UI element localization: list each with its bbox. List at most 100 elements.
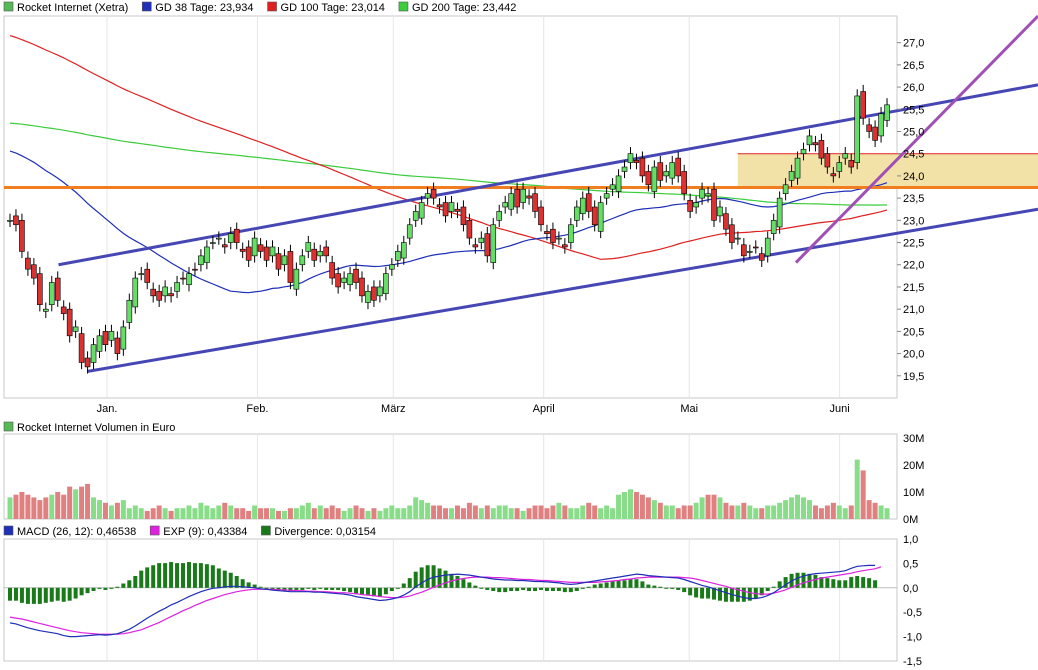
divergence-bar xyxy=(568,587,573,593)
divergence-bar xyxy=(365,587,370,596)
price-tick-label: 20,0 xyxy=(903,349,924,361)
price-legend-swatch xyxy=(398,1,409,12)
volume-bar xyxy=(377,510,383,519)
divergence-bar xyxy=(873,580,878,588)
divergence-bar xyxy=(735,587,740,602)
candle-body xyxy=(669,162,676,179)
volume-bar xyxy=(347,508,353,519)
divergence-bar xyxy=(67,587,72,601)
divergence-bar xyxy=(819,577,824,588)
month-label: Jan. xyxy=(97,403,118,415)
candle-body xyxy=(114,337,121,354)
divergence-bar xyxy=(765,587,770,592)
volume-bar xyxy=(120,500,126,519)
candle-body xyxy=(520,188,526,203)
divergence-bar xyxy=(479,587,484,589)
volume-bar xyxy=(568,508,574,519)
divergence-bar xyxy=(777,581,782,588)
candle-body xyxy=(717,206,723,217)
price-tick-label: 21,5 xyxy=(903,282,924,294)
gd100-line xyxy=(9,35,888,260)
divergence-bar xyxy=(586,586,591,588)
price-tick-label: 23,5 xyxy=(903,193,924,205)
candle-body xyxy=(263,246,270,261)
divergence-bar xyxy=(694,587,699,598)
candle-body xyxy=(615,175,622,192)
candle-body xyxy=(168,293,174,297)
volume-bar xyxy=(329,505,335,519)
candle-body xyxy=(544,231,550,234)
candle-body xyxy=(7,220,13,222)
volume-bar xyxy=(353,505,359,519)
candle-body xyxy=(233,228,240,243)
candle-body xyxy=(854,95,861,163)
divergence-bar xyxy=(861,577,866,588)
candle-body xyxy=(735,237,741,240)
divergence-bar xyxy=(670,587,675,589)
price-tick-label: 26,5 xyxy=(903,60,924,72)
candle-body xyxy=(502,202,508,208)
candle-body xyxy=(216,237,222,240)
volume-bar xyxy=(818,508,824,519)
volume-tick-label: 0M xyxy=(903,514,918,526)
volume-frame xyxy=(3,433,898,520)
volume-bar xyxy=(43,497,49,519)
divergence-bar xyxy=(306,587,311,589)
divergence-bar xyxy=(419,567,424,588)
volume-bar xyxy=(102,502,108,519)
divergence-bar xyxy=(580,587,585,589)
divergence-bar xyxy=(109,587,114,589)
divergence-bar xyxy=(437,568,442,588)
divergence-bar xyxy=(210,565,215,588)
candle-body xyxy=(514,188,520,208)
volume-bar xyxy=(7,497,13,519)
divergence-bar xyxy=(831,579,836,588)
divergence-bar xyxy=(556,587,561,592)
candle-body xyxy=(84,357,91,368)
divergence-bar xyxy=(121,583,126,588)
divergence-bar xyxy=(342,587,347,592)
divergence-bar xyxy=(294,587,299,590)
divergence-bar xyxy=(771,586,776,588)
candle-body xyxy=(884,104,890,121)
divergence-bar xyxy=(246,582,251,588)
candle-body xyxy=(609,184,616,190)
divergence-bar xyxy=(825,578,830,588)
candle-body xyxy=(412,211,419,221)
candle-body xyxy=(269,246,276,257)
candle-body xyxy=(782,184,789,194)
volume-bar xyxy=(735,505,741,519)
volume-bar xyxy=(622,492,628,519)
candle-body xyxy=(538,206,544,226)
volume-bar xyxy=(335,508,341,519)
macd-legend-label: MACD (26, 12): 0,46538 xyxy=(17,526,136,538)
volume-bar xyxy=(466,502,472,519)
volume-bar xyxy=(645,497,651,519)
divergence-bar xyxy=(97,587,102,589)
divergence-bar xyxy=(682,587,687,593)
candle-body xyxy=(400,242,407,259)
divergence-bar xyxy=(801,572,806,588)
macd-legend-swatch xyxy=(261,525,271,536)
volume-bar xyxy=(91,497,97,519)
volume-bar xyxy=(586,502,592,519)
divergence-bar xyxy=(503,587,508,593)
price-tick-label: 23,0 xyxy=(903,215,924,227)
candle-body xyxy=(585,193,592,212)
volume-bar xyxy=(246,510,252,519)
candle-body xyxy=(597,202,604,232)
candle-body xyxy=(204,246,210,263)
candle-body xyxy=(102,331,109,345)
macd-legend-swatch xyxy=(149,525,160,536)
divergence-bar xyxy=(276,587,281,590)
divergence-bar xyxy=(252,584,257,588)
candle-body xyxy=(794,157,801,179)
price-tick-label: 25,0 xyxy=(903,126,924,138)
divergence-bar xyxy=(604,582,609,588)
volume-tick-label: 30M xyxy=(903,433,924,445)
volume-bar xyxy=(240,508,246,519)
macd-tick-label: 0,0 xyxy=(903,583,918,595)
candle-body xyxy=(872,126,878,141)
volume-bar xyxy=(502,505,508,519)
candle-body xyxy=(866,124,872,132)
